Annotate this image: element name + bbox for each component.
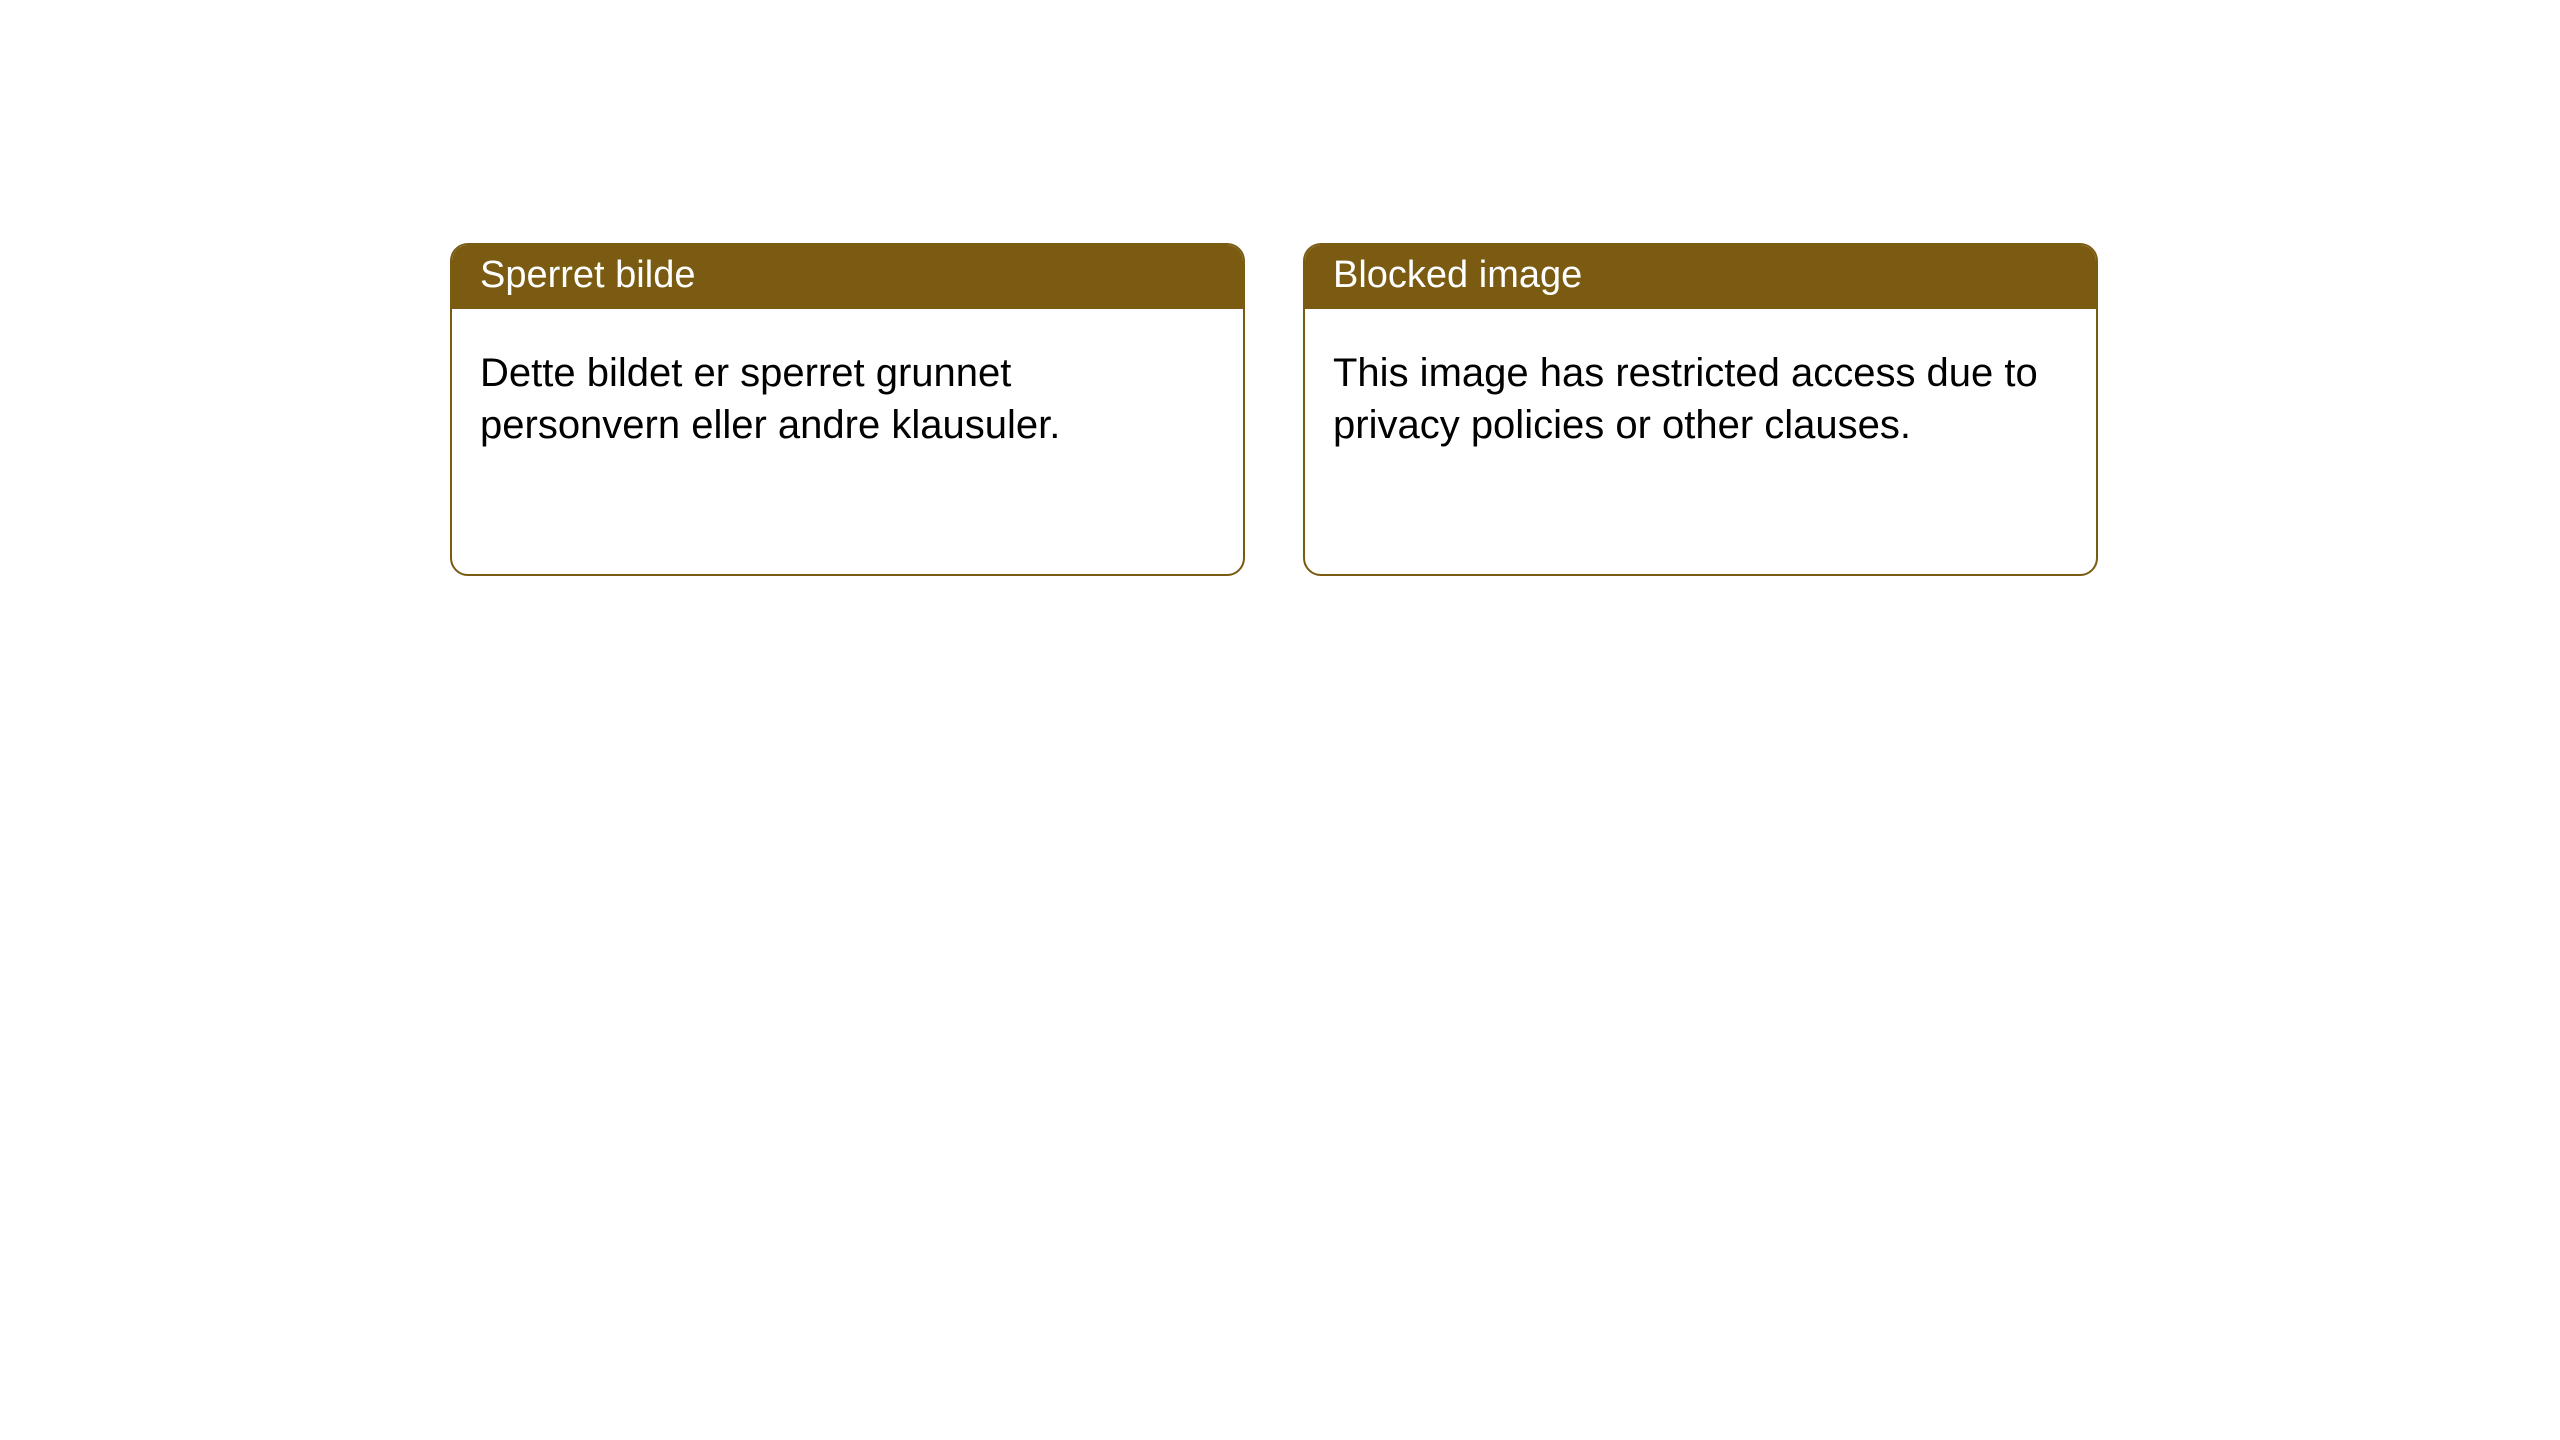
card-title: Blocked image — [1333, 254, 1582, 296]
card-text: This image has restricted access due to … — [1333, 351, 2038, 447]
card-body: Dette bildet er sperret grunnet personve… — [452, 309, 1243, 489]
card-text: Dette bildet er sperret grunnet personve… — [480, 351, 1060, 447]
card-body: This image has restricted access due to … — [1305, 309, 2096, 489]
card-header: Sperret bilde — [452, 245, 1243, 309]
blocked-image-card-nb: Sperret bilde Dette bildet er sperret gr… — [450, 243, 1245, 576]
blocked-image-card-en: Blocked image This image has restricted … — [1303, 243, 2098, 576]
notice-container: Sperret bilde Dette bildet er sperret gr… — [450, 243, 2098, 576]
card-title: Sperret bilde — [480, 254, 695, 296]
card-header: Blocked image — [1305, 245, 2096, 309]
